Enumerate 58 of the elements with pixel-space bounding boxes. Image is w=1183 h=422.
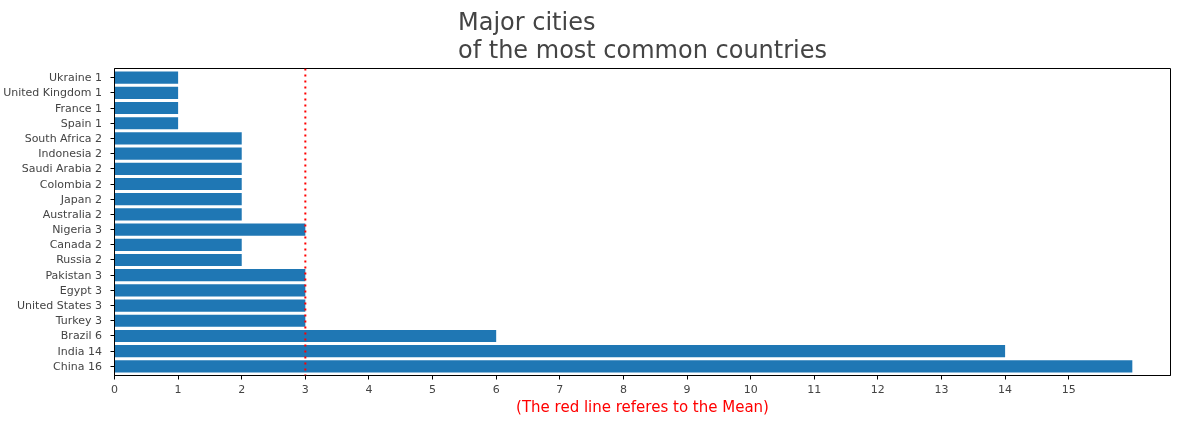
y-tick-label: China 16: [53, 359, 103, 373]
x-tick-label: 9: [683, 382, 691, 396]
bar: [114, 329, 497, 343]
x-tick-label: 6: [492, 382, 500, 396]
y-tick-label: France 1: [54, 101, 103, 115]
bar: [114, 193, 242, 206]
bar: [114, 253, 242, 267]
y-tick-label: Pakistan 3: [45, 268, 103, 282]
chart-title: Major cities of the most common countries: [457, 7, 828, 64]
y-tick-label: Australia 2: [42, 207, 103, 221]
y-tick-label: Ukraine 1: [49, 71, 103, 85]
x-tick-label: 11: [807, 382, 822, 396]
bar: [114, 86, 179, 99]
bar: [114, 162, 242, 175]
x-tick-label: 5: [429, 382, 437, 396]
x-tick-label: 8: [619, 382, 627, 396]
x-tick-label: 7: [556, 382, 564, 396]
bar: [114, 71, 179, 84]
x-tick-label: 2: [238, 382, 246, 396]
y-tick-label: United Kingdom 1: [3, 86, 103, 100]
bar: [114, 299, 306, 312]
y-tick-label: Egypt 3: [59, 283, 102, 297]
y-tick-label: Colombia 2: [39, 177, 102, 191]
x-tick-label: 12: [870, 382, 885, 396]
y-tick-label: South Africa 2: [24, 131, 103, 145]
y-tick-label: Japan 2: [59, 192, 103, 206]
bar: [114, 177, 242, 191]
bar: [114, 147, 242, 160]
bar: [114, 117, 179, 130]
x-tick-label: 0: [111, 382, 118, 396]
y-tick-label: Nigeria 3: [52, 223, 103, 237]
bar: [114, 284, 306, 297]
y-tick-label: India 14: [57, 344, 103, 358]
x-axis-title: (The red line referes to the Mean): [516, 397, 769, 416]
bar: [114, 223, 306, 236]
bar: [114, 345, 1006, 358]
bar: [114, 269, 306, 282]
x-tick-label: 4: [365, 382, 373, 396]
y-tick-label: Turkey 3: [54, 314, 103, 328]
x-tick-label: 13: [934, 382, 949, 396]
bar: [114, 132, 242, 145]
y-tick-label: United States 3: [17, 299, 103, 313]
x-tick-label: 10: [743, 382, 758, 396]
y-tick-label: Brazil 6: [60, 329, 103, 343]
bar: [114, 101, 179, 115]
x-tick-label: 3: [301, 382, 309, 396]
bar: [114, 360, 1133, 373]
bar: [114, 238, 242, 251]
bar: [114, 208, 242, 221]
y-tick-label: Saudi Arabia 2: [21, 162, 103, 176]
y-tick-label: Russia 2: [56, 253, 102, 267]
y-tick-label: Spain 1: [60, 116, 103, 130]
bar: [114, 314, 306, 327]
y-tick-label: Canada 2: [49, 238, 103, 252]
x-tick-label: 1: [174, 382, 182, 396]
y-tick-label: Indonesia 2: [38, 147, 103, 161]
x-tick-label: 14: [998, 382, 1013, 396]
x-tick-label: 15: [1061, 382, 1076, 396]
